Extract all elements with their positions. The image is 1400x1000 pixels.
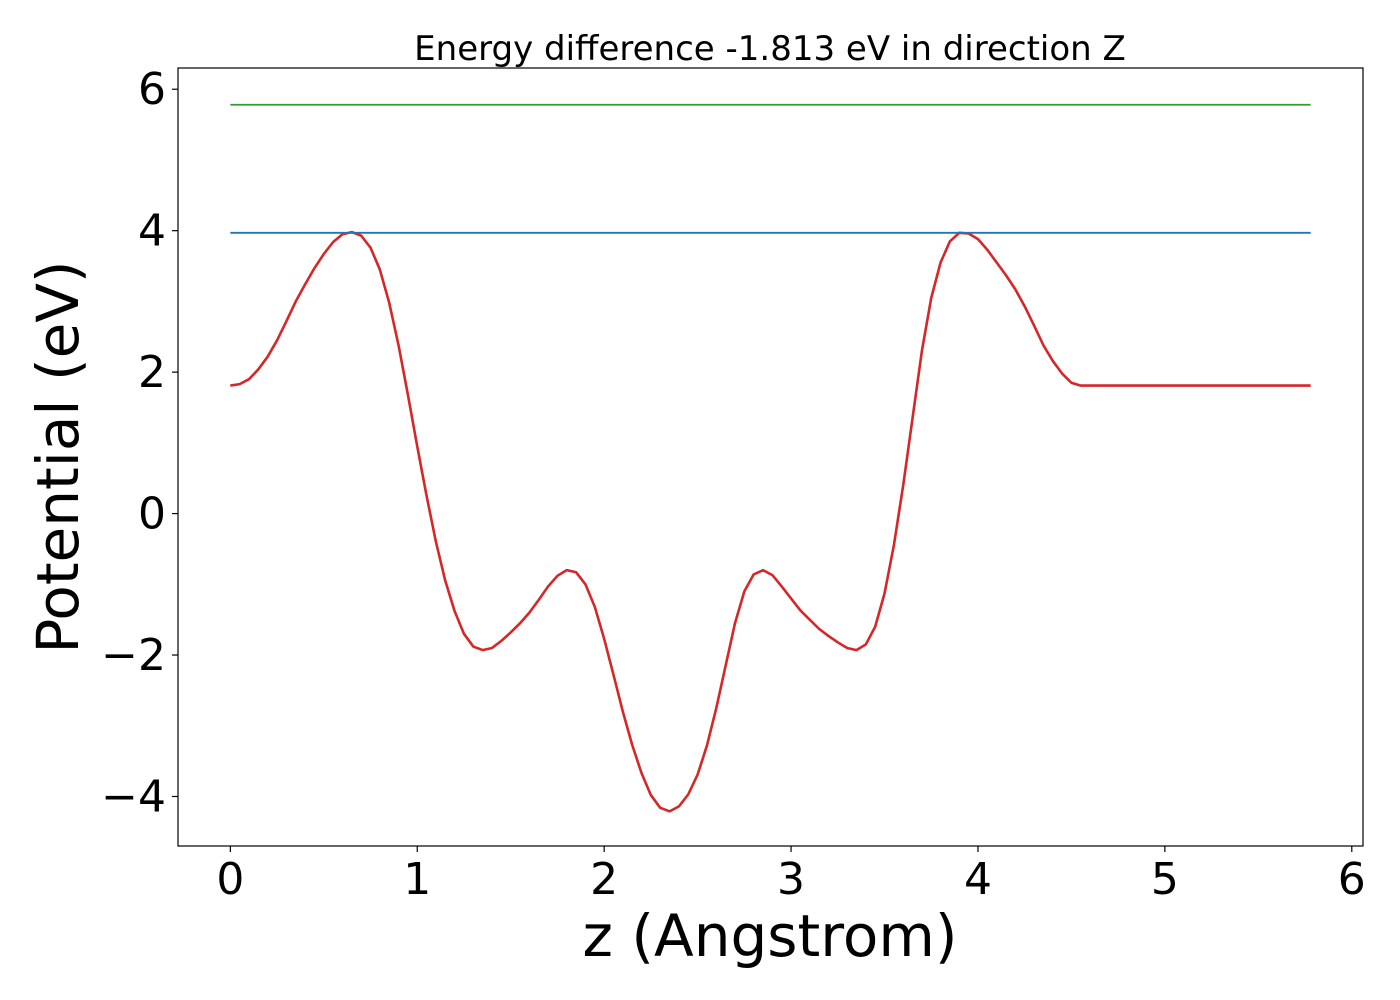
x-tick-label: 6: [1338, 854, 1366, 905]
y-axis-label: Potential (eV): [24, 260, 92, 653]
x-ticks: 0 1 2 3 4 5 6: [216, 846, 1366, 905]
x-tick-label: 2: [590, 854, 618, 905]
x-tick-label: 3: [777, 854, 805, 905]
y-tick-label: −2: [101, 630, 166, 681]
y-tick-label: −4: [101, 771, 166, 822]
axes-frame: [177, 67, 1364, 847]
x-tick-label: 1: [403, 854, 431, 905]
y-tick-label: 6: [138, 64, 166, 115]
x-tick-label: 0: [216, 854, 244, 905]
y-tick-label: 4: [138, 206, 166, 257]
y-tick-label: 2: [138, 347, 166, 398]
series-line-0: [230, 230, 1311, 813]
y-tick-label: 0: [138, 489, 166, 540]
x-tick-label: 4: [964, 854, 992, 905]
x-axis-label: z (Angstrom): [583, 902, 958, 970]
y-ticks: −4 −2 0 2 4 6: [101, 64, 178, 822]
chart-title: Energy difference -1.813 eV in direction…: [414, 29, 1126, 69]
x-tick-label: 5: [1151, 854, 1179, 905]
plot-lines: [230, 103, 1311, 813]
